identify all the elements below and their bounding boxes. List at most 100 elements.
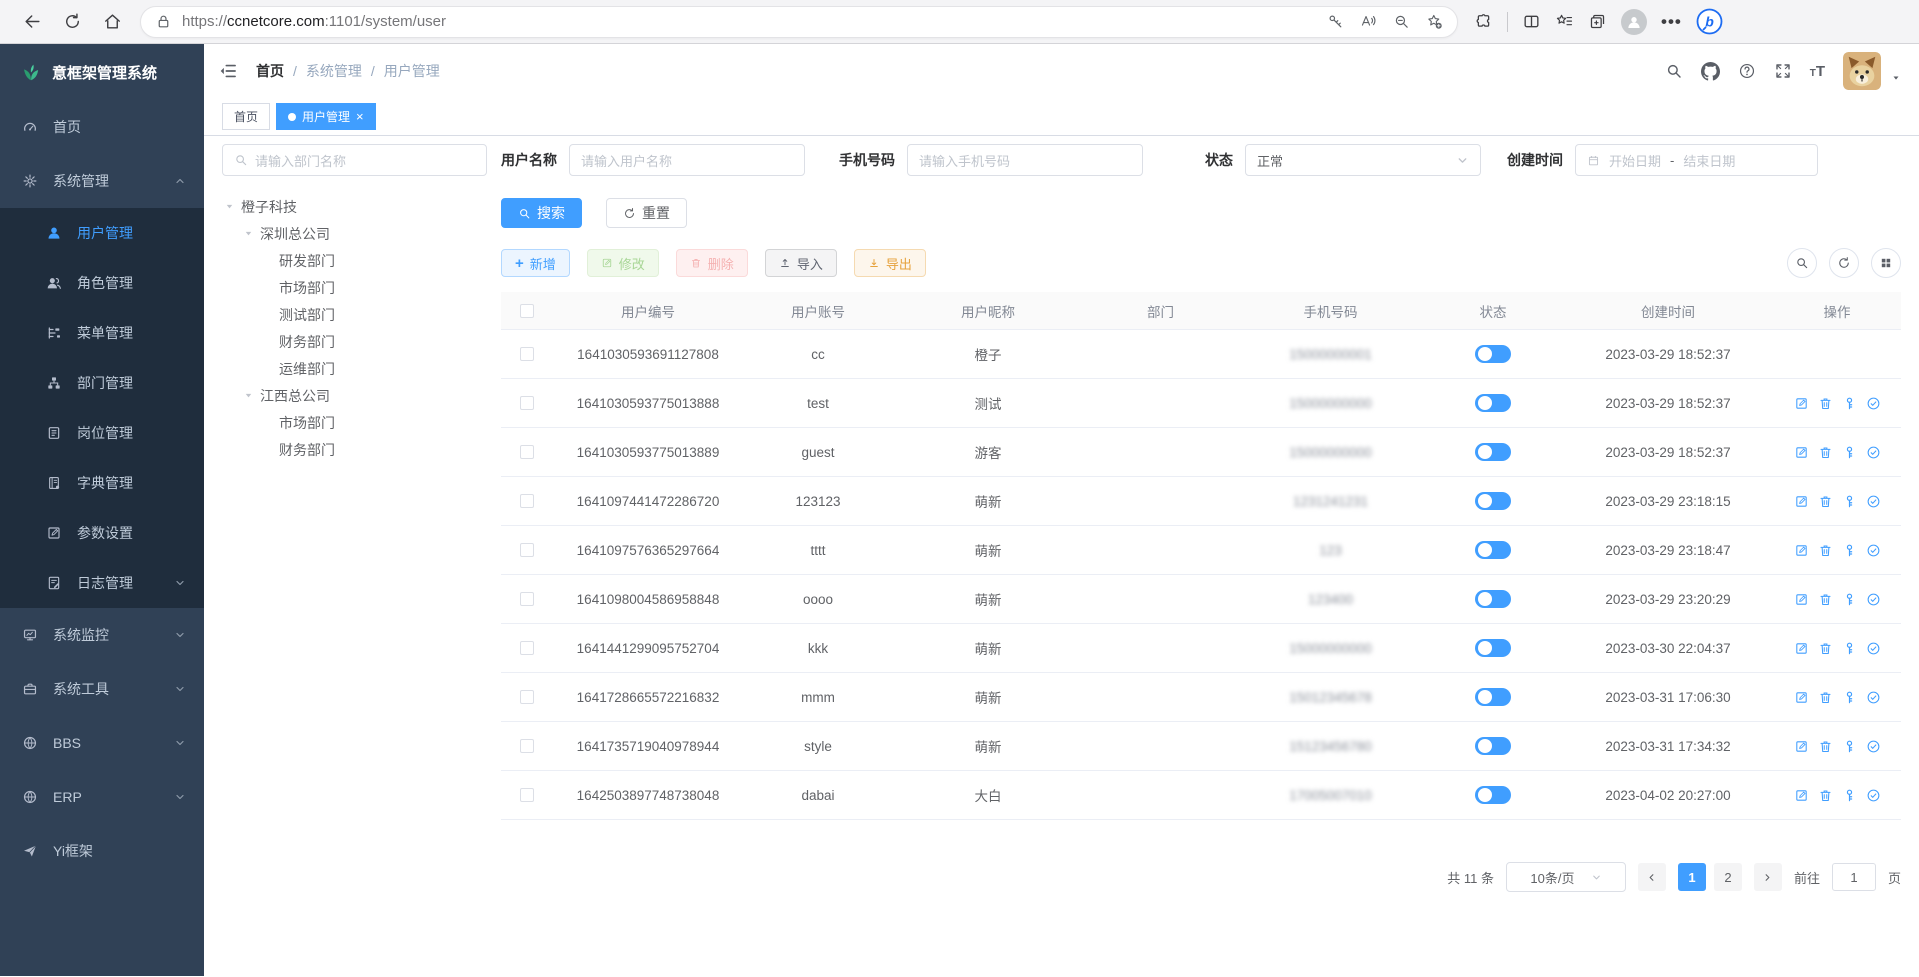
phone-input[interactable]: 请输入手机号码: [907, 144, 1143, 176]
row-checkbox[interactable]: [520, 592, 534, 606]
edit-row-icon[interactable]: [1794, 641, 1809, 656]
edit-row-icon[interactable]: [1794, 690, 1809, 705]
tab-home[interactable]: 首页: [222, 103, 271, 130]
extensions-icon[interactable]: [1474, 12, 1493, 31]
edit-row-icon[interactable]: [1794, 396, 1809, 411]
tree-node[interactable]: 运维部门: [222, 355, 487, 382]
favorites-icon[interactable]: [1555, 12, 1574, 31]
page-size-select[interactable]: 10条/页: [1505, 862, 1626, 892]
confirm-row-icon[interactable]: [1866, 543, 1881, 558]
sidebar-item-tools[interactable]: 系统工具: [0, 662, 204, 716]
page-number-button[interactable]: 2: [1713, 863, 1742, 891]
github-icon[interactable]: [1701, 62, 1720, 81]
reset-password-icon[interactable]: [1842, 494, 1857, 509]
confirm-row-icon[interactable]: [1866, 739, 1881, 754]
delete-row-icon[interactable]: [1818, 739, 1833, 754]
confirm-row-icon[interactable]: [1866, 396, 1881, 411]
modify-button[interactable]: 修改: [586, 249, 659, 277]
tree-node[interactable]: 市场部门: [222, 409, 487, 436]
browser-refresh-button[interactable]: [52, 5, 92, 39]
status-toggle[interactable]: [1475, 688, 1511, 706]
delete-row-icon[interactable]: [1818, 641, 1833, 656]
font-size-icon[interactable]: TT: [1809, 62, 1825, 80]
edit-row-icon[interactable]: [1794, 494, 1809, 509]
sidebar-item-role[interactable]: 角色管理: [0, 258, 204, 308]
confirm-row-icon[interactable]: [1866, 592, 1881, 607]
sidebar-item-user[interactable]: 用户管理: [0, 208, 204, 258]
sidebar-item-log[interactable]: 日志管理: [0, 558, 204, 608]
reset-button[interactable]: 重置: [606, 198, 687, 228]
delete-row-icon[interactable]: [1818, 445, 1833, 460]
row-checkbox[interactable]: [520, 494, 534, 508]
zoom-out-icon[interactable]: [1393, 13, 1410, 30]
status-toggle[interactable]: [1475, 394, 1511, 412]
browser-menu-icon[interactable]: •••: [1661, 11, 1682, 31]
breadcrumb-item[interactable]: 用户管理: [383, 63, 440, 79]
edit-row-icon[interactable]: [1794, 788, 1809, 803]
add-favorite-icon[interactable]: [1426, 13, 1443, 30]
browser-home-button[interactable]: [92, 5, 132, 39]
goto-page-input[interactable]: 1: [1831, 863, 1876, 891]
sidebar-item-bbs[interactable]: BBS: [0, 716, 204, 770]
username-input[interactable]: 请输入用户名称: [569, 144, 805, 176]
edit-row-icon[interactable]: [1794, 592, 1809, 607]
sidebar-item-yi[interactable]: Yi框架: [0, 824, 204, 878]
department-filter-input[interactable]: 请输入部门名称: [222, 144, 487, 176]
status-toggle[interactable]: [1475, 443, 1511, 461]
status-toggle[interactable]: [1475, 590, 1511, 608]
add-button[interactable]: + 新增: [501, 249, 570, 277]
delete-row-icon[interactable]: [1818, 396, 1833, 411]
column-settings-button[interactable]: [1871, 248, 1901, 278]
status-toggle[interactable]: [1475, 492, 1511, 510]
sidebar-item-system[interactable]: 系统管理: [0, 154, 204, 208]
tree-node[interactable]: 研发部门: [222, 247, 487, 274]
confirm-row-icon[interactable]: [1866, 690, 1881, 705]
user-avatar[interactable]: [1843, 52, 1881, 90]
row-checkbox[interactable]: [520, 396, 534, 410]
status-toggle[interactable]: [1475, 737, 1511, 755]
row-checkbox[interactable]: [520, 641, 534, 655]
reset-password-icon[interactable]: [1842, 739, 1857, 754]
confirm-row-icon[interactable]: [1866, 788, 1881, 803]
show-search-toggle-button[interactable]: [1787, 248, 1817, 278]
browser-back-button[interactable]: [12, 5, 52, 39]
sidebar-item-post[interactable]: 岗位管理: [0, 408, 204, 458]
avatar-dropdown-caret-icon[interactable]: [1891, 73, 1901, 83]
collections-icon[interactable]: [1588, 12, 1607, 31]
breadcrumb-item[interactable]: 首页: [256, 63, 284, 79]
sidebar-item-menu[interactable]: 菜单管理: [0, 308, 204, 358]
sidebar-item-dept[interactable]: 部门管理: [0, 358, 204, 408]
prev-page-button[interactable]: [1637, 863, 1666, 891]
browser-profile-avatar[interactable]: [1621, 8, 1647, 35]
confirm-row-icon[interactable]: [1866, 445, 1881, 460]
edit-row-icon[interactable]: [1794, 543, 1809, 558]
delete-button[interactable]: 删除: [675, 249, 748, 277]
app-logo[interactable]: 意框架管理系统: [0, 44, 204, 100]
fullscreen-icon[interactable]: [1774, 62, 1792, 80]
delete-row-icon[interactable]: [1818, 494, 1833, 509]
status-toggle[interactable]: [1475, 345, 1511, 363]
select-all-checkbox[interactable]: [520, 303, 534, 318]
reset-password-icon[interactable]: [1842, 592, 1857, 607]
sidebar-item-erp[interactable]: ERP: [0, 770, 204, 824]
status-toggle[interactable]: [1475, 639, 1511, 657]
tree-node[interactable]: 财务部门: [222, 328, 487, 355]
bing-chat-icon[interactable]: b: [1696, 8, 1723, 35]
split-screen-icon[interactable]: [1522, 12, 1541, 31]
row-checkbox[interactable]: [520, 445, 534, 459]
delete-row-icon[interactable]: [1818, 788, 1833, 803]
sidebar-item-dict[interactable]: 字典管理: [0, 458, 204, 508]
refresh-table-button[interactable]: [1829, 248, 1859, 278]
search-button[interactable]: 搜索: [501, 198, 582, 228]
tree-node[interactable]: 财务部门: [222, 436, 487, 463]
row-checkbox[interactable]: [520, 690, 534, 704]
password-key-icon[interactable]: [1327, 13, 1344, 30]
tree-node[interactable]: 市场部门: [222, 274, 487, 301]
tab-user-management[interactable]: 用户管理 ×: [276, 103, 376, 130]
row-checkbox[interactable]: [520, 347, 534, 361]
status-toggle[interactable]: [1475, 541, 1511, 559]
tree-node[interactable]: 深圳总公司: [222, 220, 487, 247]
row-checkbox[interactable]: [520, 739, 534, 753]
reset-password-icon[interactable]: [1842, 690, 1857, 705]
row-checkbox[interactable]: [520, 543, 534, 557]
